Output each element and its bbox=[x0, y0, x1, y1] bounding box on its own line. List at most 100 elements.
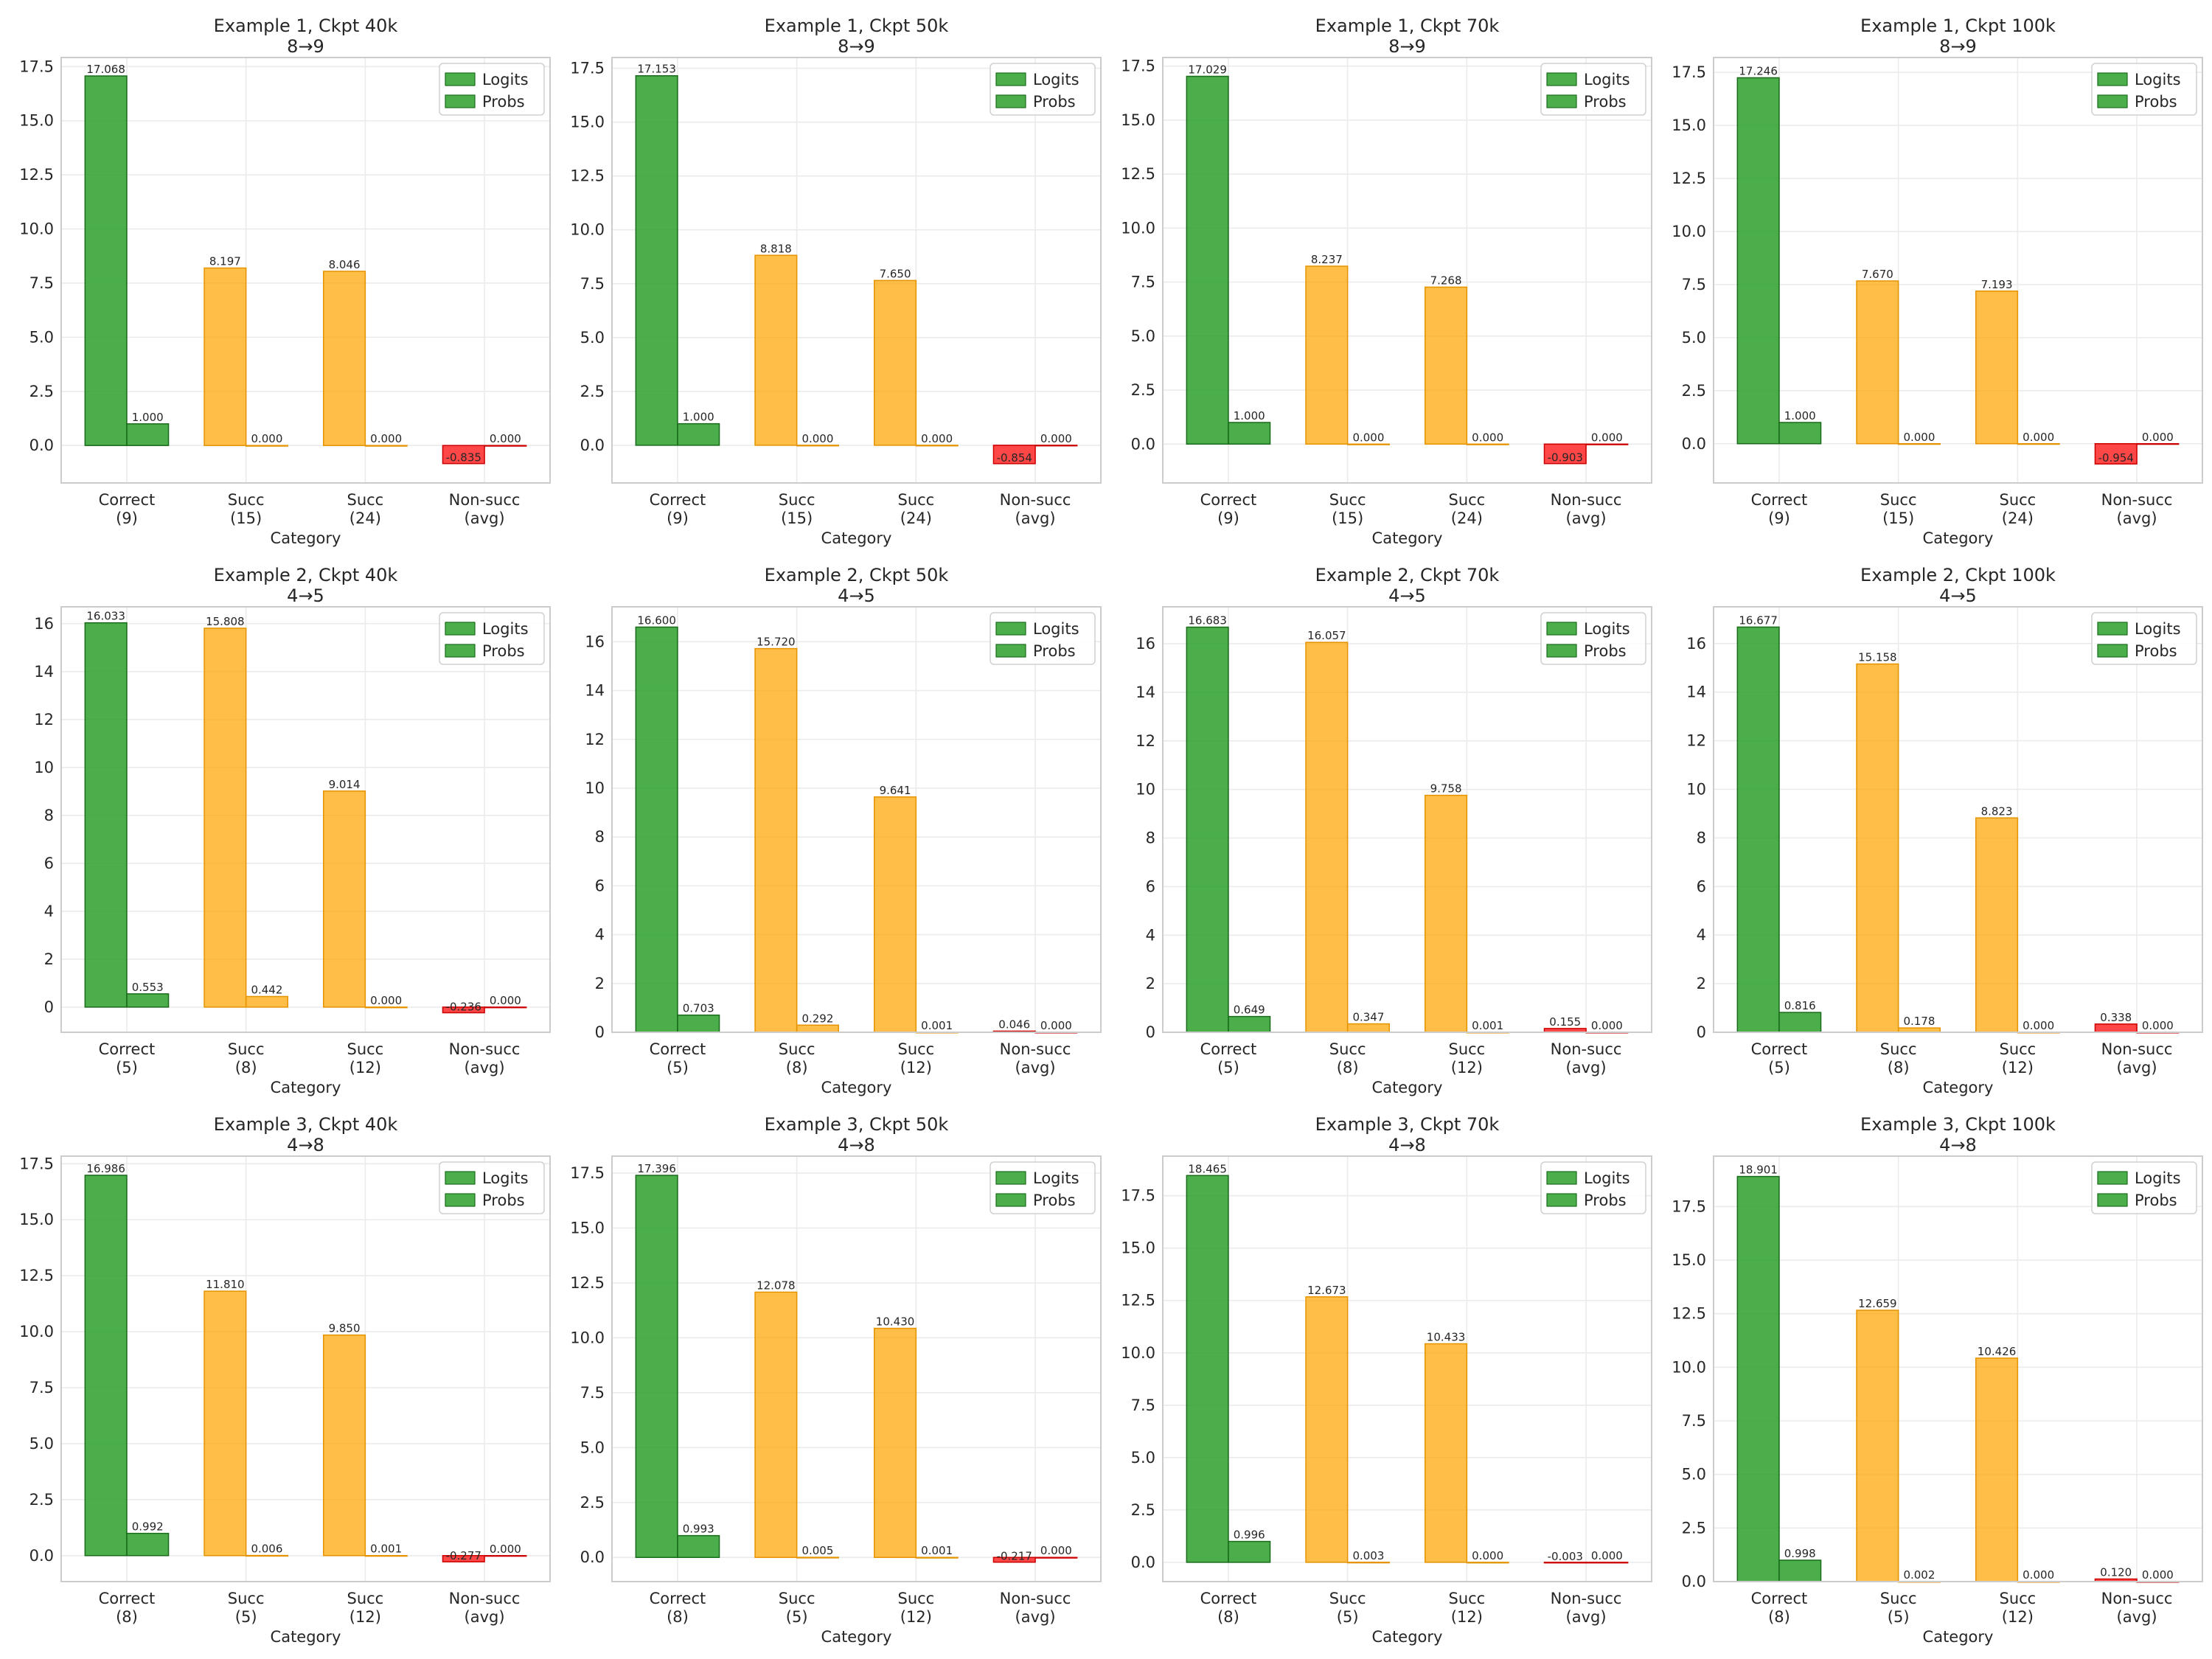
bar-value-label: 0.649 bbox=[1234, 1004, 1265, 1017]
legend-label: Probs bbox=[1584, 93, 1627, 111]
x-tick-label: Correct (9) bbox=[650, 491, 706, 527]
y-tick-label: 2.5 bbox=[580, 383, 605, 400]
probs-bar bbox=[364, 445, 408, 447]
y-tick-label: 15.0 bbox=[570, 1219, 605, 1237]
x-tick-label: Succ (8) bbox=[228, 1040, 265, 1077]
bar-value-label: 0.000 bbox=[1352, 431, 1384, 444]
y-tick-label: 2.5 bbox=[1131, 1501, 1155, 1519]
y-tick-label: 5.0 bbox=[580, 1439, 605, 1456]
x-tick-label: Succ (8) bbox=[779, 1040, 815, 1077]
y-tick-label: 16 bbox=[34, 615, 54, 633]
legend-swatch bbox=[995, 1171, 1026, 1185]
chart-title: Example 2, Ckpt 40k bbox=[214, 565, 398, 585]
chart-subtitle: 4→5 bbox=[1388, 585, 1426, 606]
x-tick-label: Non-succ (avg) bbox=[1551, 1590, 1622, 1626]
logits-bar bbox=[442, 445, 485, 465]
probs-bar bbox=[484, 1006, 527, 1009]
y-tick-label: 2 bbox=[1697, 975, 1706, 992]
legend-label: Logits bbox=[1033, 71, 1079, 88]
chart-panel: 17.246 1.000 7.670 0.000 7.193 0.000 -0.954 0.0… bbox=[1672, 15, 2203, 547]
legend-swatch bbox=[2097, 644, 2128, 658]
x-tick-label: Succ (24) bbox=[897, 491, 934, 527]
legend: Logits Probs bbox=[439, 612, 545, 665]
y-tick-label: 10 bbox=[1135, 781, 1155, 799]
logits-bar bbox=[323, 1334, 366, 1557]
y-tick-label: 0.0 bbox=[1131, 1554, 1155, 1571]
bar-value-label: 12.659 bbox=[1858, 1297, 1897, 1310]
legend-label: Probs bbox=[2135, 642, 2177, 660]
x-tick-label: Succ (24) bbox=[1448, 491, 1485, 527]
y-tick-label: 4 bbox=[44, 902, 54, 920]
bar-value-label: 8.237 bbox=[1311, 253, 1343, 266]
probs-bar bbox=[677, 1014, 720, 1033]
chart-title: Example 3, Ckpt 40k bbox=[214, 1114, 398, 1135]
y-tick-label: 15.0 bbox=[570, 114, 605, 131]
y-tick-label: 10.0 bbox=[1121, 1344, 1155, 1362]
logits-bar bbox=[442, 1006, 485, 1014]
y-tick-label: 2 bbox=[44, 950, 54, 968]
chart-title: Example 3, Ckpt 100k bbox=[1860, 1114, 2056, 1135]
x-tick-label: Succ (12) bbox=[897, 1040, 934, 1077]
y-tick-label: 16 bbox=[1135, 635, 1155, 653]
logits-bar bbox=[635, 74, 678, 446]
chart-panel: 18.465 0.996 12.673 0.003 10.433 0.000 -0.003 0… bbox=[1121, 1114, 1652, 1646]
probs-bar bbox=[364, 1554, 408, 1557]
bar-value-label: 0.000 bbox=[1591, 1549, 1623, 1562]
logits-bar bbox=[442, 1555, 485, 1562]
bar-value-label: 7.193 bbox=[1981, 278, 2013, 291]
legend-swatch bbox=[445, 1171, 476, 1185]
x-axis-label: Category bbox=[1923, 1079, 1994, 1096]
x-axis-label: Category bbox=[1372, 1079, 1443, 1096]
bar-value-label: 0.000 bbox=[1591, 431, 1623, 444]
x-axis-label: Category bbox=[1923, 529, 1994, 547]
legend-label: Probs bbox=[1584, 642, 1627, 660]
x-axis-label: Category bbox=[1923, 1628, 1994, 1646]
y-tick-label: 6 bbox=[44, 855, 54, 872]
chart-panel: 16.986 0.992 11.810 0.006 9.850 0.001 -0.277 0.… bbox=[19, 1114, 551, 1646]
logits-bar bbox=[874, 1327, 917, 1558]
y-tick-label: 0.0 bbox=[580, 1548, 605, 1566]
chart-subtitle: 4→8 bbox=[1939, 1135, 1977, 1155]
y-tick-label: 10.0 bbox=[1672, 1358, 1706, 1376]
logits-bar bbox=[204, 1290, 247, 1557]
y-tick-label: 5.0 bbox=[1131, 1449, 1155, 1467]
y-tick-label: 8 bbox=[1697, 829, 1706, 846]
bar-value-label: -0.217 bbox=[997, 1550, 1032, 1563]
chart-title: Example 2, Ckpt 50k bbox=[765, 565, 949, 585]
logits-bar bbox=[754, 647, 798, 1033]
bar-value-label: -0.003 bbox=[1548, 1550, 1583, 1563]
x-tick-label: Correct (5) bbox=[650, 1040, 706, 1077]
x-tick-label: Correct (5) bbox=[1200, 1040, 1257, 1077]
y-tick-label: 7.5 bbox=[580, 275, 605, 293]
plot-area bbox=[61, 1156, 550, 1582]
bar-value-label: 17.396 bbox=[637, 1162, 676, 1175]
axes-frame bbox=[1713, 57, 2203, 484]
bar-value-label: 7.268 bbox=[1430, 274, 1462, 287]
y-tick-label: 12 bbox=[585, 731, 605, 748]
logits-bar bbox=[1305, 1296, 1349, 1563]
logits-bar bbox=[992, 1557, 1036, 1563]
y-tick-label: 15.0 bbox=[1121, 111, 1155, 129]
x-axis-label: Category bbox=[1372, 1628, 1443, 1646]
y-tick-label: 0.0 bbox=[29, 1547, 54, 1565]
legend-label: Logits bbox=[1033, 1169, 1079, 1187]
bar-value-label: 17.029 bbox=[1188, 63, 1227, 77]
x-tick-label: Succ (5) bbox=[779, 1590, 815, 1626]
logits-bar bbox=[1975, 817, 2019, 1033]
x-tick-label: Non-succ (avg) bbox=[449, 1040, 521, 1077]
y-tick-label: 14 bbox=[1686, 684, 1706, 701]
chart-panel: 16.683 0.649 16.057 0.347 9.758 0.001 0.155 0.0… bbox=[1135, 565, 1652, 1096]
y-tick-label: 5.0 bbox=[1131, 327, 1155, 345]
bar-value-label: 0.120 bbox=[2100, 1566, 2132, 1579]
bar-value-label: 0.000 bbox=[2142, 1568, 2174, 1582]
legend-swatch bbox=[2097, 622, 2128, 636]
chart-subtitle: 8→9 bbox=[1388, 36, 1426, 57]
legend-swatch bbox=[445, 1193, 476, 1207]
y-tick-label: 7.5 bbox=[1682, 276, 1706, 293]
bar-value-label: 8.818 bbox=[760, 242, 792, 255]
legend-label: Logits bbox=[1033, 620, 1079, 638]
bar-value-label: 0.000 bbox=[490, 994, 521, 1007]
probs-bar bbox=[1778, 422, 1822, 445]
x-axis-label: Category bbox=[821, 529, 892, 547]
chart-title: Example 2, Ckpt 100k bbox=[1860, 565, 2056, 585]
